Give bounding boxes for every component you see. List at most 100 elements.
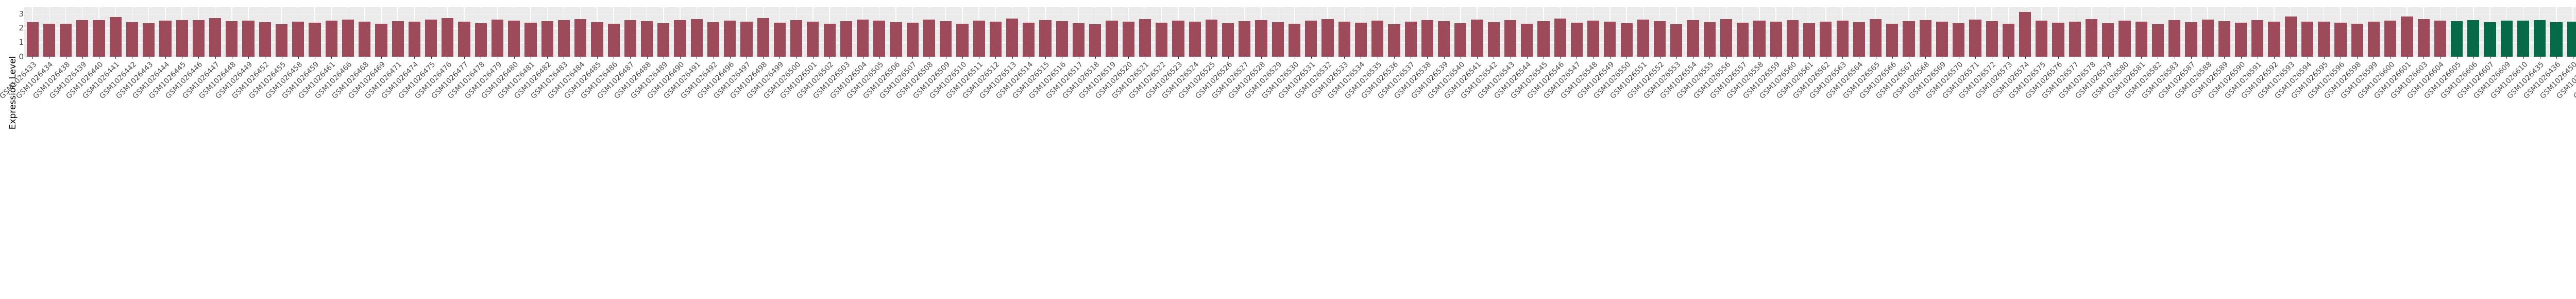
- x-axis-tick-label: GSM1026518: [1061, 60, 1101, 101]
- x-axis-tick-label: GSM1026579: [2074, 60, 2114, 101]
- bar: [1371, 21, 1384, 57]
- x-axis-tick-label: GSM1026435: [2505, 60, 2546, 101]
- bar: [2185, 22, 2197, 57]
- x-axis-tick-label: GSM1026566: [1858, 60, 1899, 101]
- bar: [541, 21, 553, 57]
- bar: [292, 22, 304, 57]
- bar: [2135, 21, 2147, 57]
- x-axis-tick-mark: [796, 57, 797, 59]
- bar: [2085, 19, 2098, 57]
- bar: [856, 19, 869, 57]
- bar: [2534, 20, 2546, 57]
- bar: [2401, 16, 2413, 57]
- x-axis-tick-mark: [680, 57, 681, 59]
- x-axis-tick-mark: [1709, 57, 1710, 59]
- x-axis-tick-mark: [1211, 57, 1212, 59]
- x-axis-tick-label: GSM1026529: [1243, 60, 1284, 101]
- bar: [2417, 19, 2430, 57]
- bar: [425, 20, 437, 57]
- bar: [2517, 20, 2530, 57]
- x-axis-tick-mark: [2241, 57, 2242, 59]
- x-axis-tick-label: GSM1026480: [480, 60, 520, 101]
- bar: [1122, 21, 1134, 57]
- x-axis-tick-label: GSM1026525: [1177, 60, 1217, 101]
- x-axis-tick-mark: [1527, 57, 1528, 59]
- x-axis-tick-mark: [198, 57, 199, 59]
- x-axis-tick-label: GSM1026520: [1094, 60, 1134, 101]
- bar: [657, 23, 670, 57]
- x-axis-tick-mark: [1261, 57, 1262, 59]
- bar: [2151, 24, 2164, 57]
- bar: [43, 23, 55, 57]
- x-axis-tick-label: GSM1026572: [1957, 60, 1998, 101]
- x-axis-tick-label: GSM1026596: [2306, 60, 2347, 101]
- x-axis-tick-label: GSM1026460: [2563, 60, 2576, 175]
- bar: [2201, 19, 2214, 57]
- x-axis-tick-mark: [2473, 57, 2474, 59]
- x-axis-tick-mark: [2357, 57, 2358, 59]
- x-axis-tick-label: GSM1026570: [1924, 60, 1965, 101]
- x-axis-tick-label: GSM1026489: [629, 60, 670, 101]
- x-axis-tick-label: GSM1026546: [1526, 60, 1566, 101]
- x-axis-tick-label: GSM1026474: [380, 60, 420, 101]
- bar: [76, 20, 89, 57]
- bar: [2351, 23, 2363, 57]
- x-axis-tick-label: GSM1026450: [2538, 60, 2576, 101]
- x-axis-tick-label: GSM1026515: [1011, 60, 1052, 101]
- x-axis-tick-mark: [1759, 57, 1760, 59]
- x-axis-tick-label: GSM1026598: [2323, 60, 2363, 101]
- bar: [740, 21, 753, 57]
- x-axis-tick-label: GSM1026454: [2514, 60, 2576, 175]
- x-axis-tick-label: GSM1026600: [2356, 60, 2396, 101]
- x-axis-tick-mark: [597, 57, 598, 59]
- bar: [1836, 20, 1849, 57]
- bar: [1653, 21, 1666, 57]
- x-axis-tick-label: GSM1026507: [878, 60, 919, 101]
- x-axis-tick-label: GSM1026516: [1027, 60, 1068, 101]
- x-axis-tick-label: GSM1026592: [2240, 60, 2280, 101]
- bar: [1471, 19, 1483, 57]
- x-axis-tick-label: GSM1026469: [347, 60, 387, 101]
- bar: [275, 24, 288, 57]
- x-axis-tick-label: GSM1026508: [894, 60, 935, 101]
- bar: [1106, 20, 1118, 57]
- bar: [640, 21, 653, 57]
- bar: [2251, 20, 2264, 57]
- x-axis-tick-mark: [248, 57, 249, 59]
- bar: [474, 23, 487, 57]
- x-axis-tick-label: GSM1026562: [1791, 60, 1832, 101]
- x-axis-tick-label: GSM1026537: [1376, 60, 1417, 101]
- x-axis-tick-label: GSM1026543: [1476, 60, 1516, 101]
- gridline-major-y: [24, 13, 2576, 15]
- x-axis-tick-label: GSM1026488: [613, 60, 653, 101]
- bar: [674, 20, 686, 57]
- x-axis-tick-mark: [1842, 57, 1843, 59]
- bar: [1438, 21, 1450, 57]
- x-axis-tick-mark: [2108, 57, 2109, 59]
- bar: [607, 24, 620, 57]
- x-axis-tick-mark: [464, 57, 465, 59]
- x-axis-tick-mark: [1609, 57, 1611, 59]
- x-axis-tick-label: GSM1026574: [1991, 60, 2031, 101]
- y-axis-tick-labels: 0 1 2 3: [0, 0, 27, 299]
- bar: [1820, 21, 1832, 57]
- x-axis-tick-label: GSM1026459: [280, 60, 321, 101]
- x-axis-tick-label: GSM1026580: [2090, 60, 2131, 101]
- bar: [1338, 21, 1350, 57]
- x-axis-tick-mark: [912, 57, 913, 59]
- x-axis-tick-mark: [381, 57, 382, 59]
- bar: [1404, 22, 1417, 57]
- bar: [1554, 19, 1566, 57]
- bar: [906, 23, 919, 57]
- x-axis-tick-label: GSM1026542: [1459, 60, 1500, 101]
- x-axis-tick-label: GSM1026548: [1559, 60, 1599, 101]
- x-axis-tick-mark: [2523, 57, 2524, 59]
- x-axis-tick-mark: [2456, 57, 2458, 59]
- x-axis-tick-mark: [630, 57, 631, 59]
- bar: [690, 19, 703, 57]
- x-axis-tick-label: GSM1026490: [646, 60, 686, 101]
- bar: [757, 18, 769, 57]
- x-axis-tick-label: GSM1026497: [712, 60, 753, 101]
- x-axis-tick-mark: [1975, 57, 1976, 59]
- bar: [109, 16, 122, 57]
